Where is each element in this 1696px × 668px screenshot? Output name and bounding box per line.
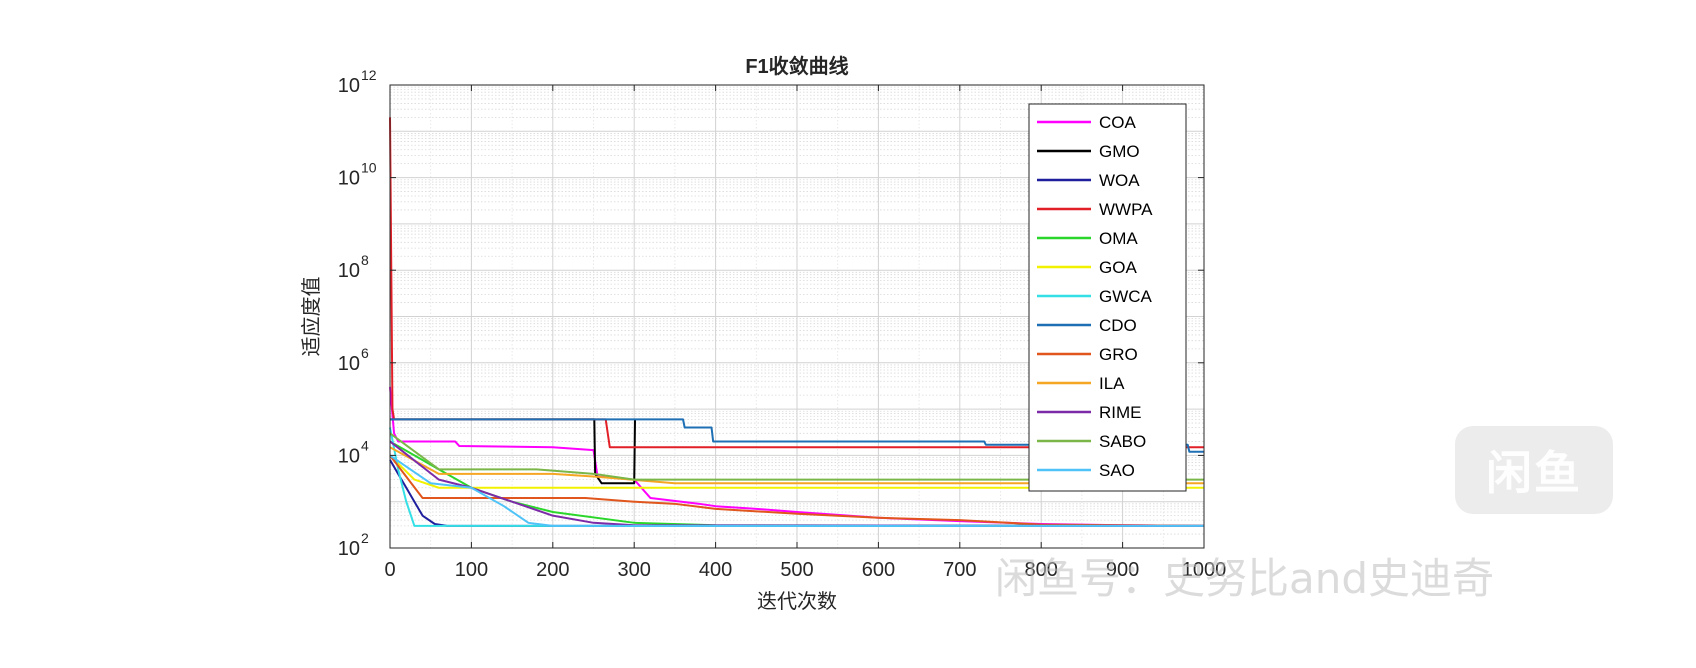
watermark-text: 闲鱼号：史努比and史迪奇 [995, 554, 1495, 603]
chart-title: F1收敛曲线 [745, 54, 848, 78]
x-tick-label: 300 [618, 559, 651, 581]
series-ila [389, 446, 1204, 485]
y-tick-exponent: 10 [361, 160, 377, 176]
legend: COA GMO WOA WWPA OMA GOA GWCA CDO GRO ILA RIME SABO… [1028, 103, 1187, 492]
y-tick-label: 10 [338, 445, 360, 467]
series-coa [389, 386, 1205, 527]
x-tick-label: 400 [699, 559, 732, 581]
x-tick-label: 800 [1025, 559, 1058, 581]
legend-label-rime: RIME [1099, 403, 1142, 422]
legend-label-ila: ILA [1099, 374, 1125, 393]
y-tick-exponent: 2 [361, 530, 369, 546]
legend-label-gmo: GMO [1099, 142, 1140, 161]
x-ticks: 0 100 200 300 400 500 600 700 800 900 1000 [384, 85, 1226, 581]
series-goa [389, 454, 1204, 489]
y-tick-exponent: 12 [361, 67, 377, 83]
legend-label-coa: COA [1099, 113, 1137, 132]
x-tick-label: 200 [536, 559, 569, 581]
x-tick-label: 900 [1106, 559, 1139, 581]
legend-label-sao: SAO [1099, 461, 1135, 480]
series-rime [389, 440, 1205, 527]
legend-label-wwpa: WWPA [1099, 200, 1153, 219]
legend-label-gwca: GWCA [1099, 287, 1153, 306]
y-tick-label: 10 [338, 353, 360, 375]
legend-label-gro: GRO [1099, 345, 1138, 364]
y-tick-label: 10 [338, 75, 360, 97]
legend-label-oma: OMA [1099, 229, 1138, 248]
watermark-logo-text: 闲鱼 [1486, 446, 1582, 500]
x-tick-label: 500 [780, 559, 813, 581]
x-tick-label: 100 [455, 559, 488, 581]
x-axis-label: 迭代次数 [757, 590, 837, 613]
x-tick-label: 1000 [1182, 559, 1227, 581]
x-tick-label: 600 [862, 559, 895, 581]
y-tick-exponent: 4 [361, 437, 369, 453]
y-tick-exponent: 6 [361, 345, 369, 361]
legend-box [1028, 103, 1187, 492]
x-tick-label: 0 [384, 559, 395, 581]
legend-label-woa: WOA [1099, 171, 1140, 190]
series-gro [389, 454, 1205, 527]
series-cdo [390, 418, 1204, 453]
series-sao [389, 454, 1204, 527]
x-tick-label: 700 [943, 559, 976, 581]
y-tick-exponent: 8 [361, 252, 369, 268]
series-sabo [389, 432, 1204, 481]
y-tick-label: 10 [338, 168, 360, 190]
legend-label-goa: GOA [1099, 258, 1137, 277]
legend-label-cdo: CDO [1099, 316, 1137, 335]
y-tick-label: 10 [338, 538, 360, 560]
y-tick-label: 10 [338, 260, 360, 282]
legend-label-sabo: SABO [1099, 432, 1146, 451]
y-axis-label: 适应度值 [300, 277, 323, 357]
watermark-logo: 闲鱼 [1455, 426, 1613, 514]
